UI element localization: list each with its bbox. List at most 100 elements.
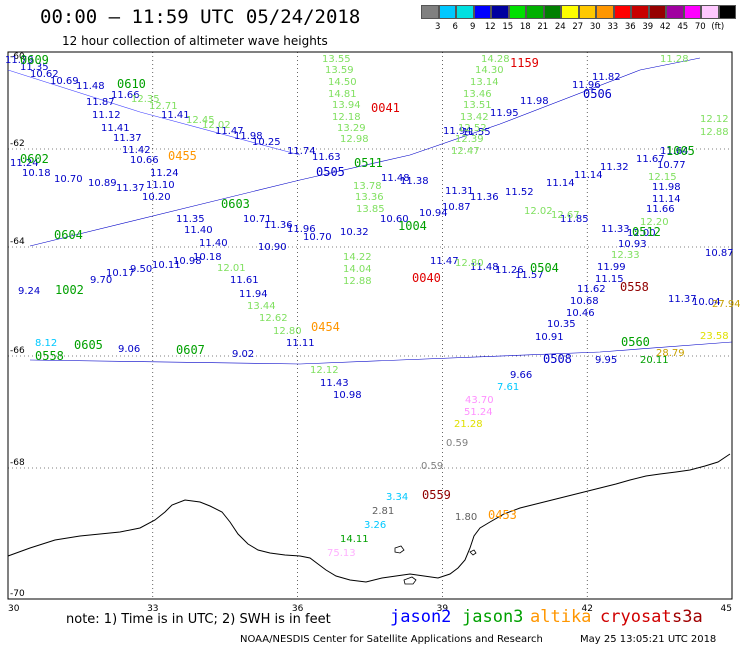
wave-height-value: 11.99 xyxy=(597,262,626,273)
scale-label: 33 xyxy=(607,22,619,32)
wave-height-value: 11.40 xyxy=(199,238,228,249)
wave-height-value: 11.63 xyxy=(312,152,341,163)
wave-height-value: 11.42 xyxy=(122,145,151,156)
wave-height-value: 10.90 xyxy=(258,242,287,253)
wave-height-value: 10.62 xyxy=(30,69,59,80)
wave-height-value: 51.24 xyxy=(464,407,493,418)
wave-height-value: 13.36 xyxy=(355,192,384,203)
wave-height-value: 11.40 xyxy=(184,225,213,236)
wave-height-value: 11.36 xyxy=(470,192,499,203)
wave-height-value: 11.31 xyxy=(445,186,474,197)
pass-time-label: 0511 xyxy=(354,156,383,170)
scale-swatch xyxy=(596,5,614,19)
wave-height-value: 10.91 xyxy=(535,332,564,343)
wave-height-value: 11.48 xyxy=(470,262,499,273)
wave-height-value: 11.24 xyxy=(150,168,179,179)
wave-height-value: 11.24 xyxy=(10,158,39,169)
scale-label: 21 xyxy=(537,22,549,32)
lat-tick-label: -66 xyxy=(10,346,25,356)
wave-height-value: 12.67 xyxy=(551,210,580,221)
wave-height-value: 11.82 xyxy=(592,72,621,83)
wave-height-value: 9.24 xyxy=(18,286,40,297)
pass-time-label: 0041 xyxy=(371,101,400,115)
lon-tick-label: 36 xyxy=(292,604,304,614)
wave-height-value: 10.77 xyxy=(657,160,686,171)
lon-tick-label: 33 xyxy=(147,604,158,614)
pass-time-label: 1002 xyxy=(55,283,84,297)
wave-height-value: 12.20 xyxy=(640,217,669,228)
scale-swatch xyxy=(421,5,439,19)
scale-label: 9 xyxy=(470,22,476,32)
wave-height-value: 12.12 xyxy=(310,365,339,376)
pass-time-label: 0609 xyxy=(20,53,49,67)
wave-height-value: 11.98 xyxy=(520,96,549,107)
wave-height-value: 14.28 xyxy=(481,54,510,65)
wave-height-value: 12.33 xyxy=(611,250,640,261)
wave-height-value: 10.66 xyxy=(130,155,159,166)
satellite-tracks xyxy=(7,57,733,365)
wave-height-value: 13.55 xyxy=(322,54,351,65)
lat-tick-label: -64 xyxy=(10,237,25,247)
wave-height-value: 11.98 xyxy=(234,131,263,142)
wave-height-value: 12.02 xyxy=(202,120,231,131)
lon-tick-label: 45 xyxy=(721,604,732,614)
pass-time-label: 1005 xyxy=(666,144,695,158)
lon-tick-label: 39 xyxy=(437,604,449,614)
pass-time-label: 0610 xyxy=(117,77,146,91)
wave-height-value: 11.15 xyxy=(595,274,624,285)
wave-height-value: 8.12 xyxy=(35,338,57,349)
pass-time-label: 0040 xyxy=(412,271,441,285)
wave-height-value: 43.70 xyxy=(465,395,494,406)
pass-time-label: 0558 xyxy=(620,280,649,294)
wave-height-value: 11.79 xyxy=(5,55,34,66)
wave-height-value: 11.37 xyxy=(113,133,142,144)
footnote: note: 1) Time is in UTC; 2) SWH is in fe… xyxy=(66,612,331,627)
wave-height-value: 3.34 xyxy=(386,492,408,503)
wave-height-value: 10.71 xyxy=(243,214,272,225)
pass-time-label: 1004 xyxy=(398,219,427,233)
credit-line: NOAA/NESDIS Center for Satellite Applica… xyxy=(240,634,543,645)
wave-height-value: 11.28 xyxy=(660,54,689,65)
wave-height-value: 10.18 xyxy=(193,252,222,263)
scale-swatch xyxy=(473,5,491,19)
wave-height-value: 11.41 xyxy=(101,123,130,134)
wave-height-value: 11.98 xyxy=(652,182,681,193)
wave-height-value: 9.95 xyxy=(595,355,617,366)
wave-height-value: 9.50 xyxy=(130,264,152,275)
wave-height-value: 10.18 xyxy=(22,168,51,179)
scale-label: 15 xyxy=(502,22,514,32)
scale-swatch xyxy=(613,5,631,19)
wave-height-value: 13.29 xyxy=(337,123,366,134)
wave-height-value: 11.47 xyxy=(215,126,244,137)
map-grid xyxy=(8,52,732,599)
wave-height-value: 13.59 xyxy=(325,65,354,76)
wave-height-value: 11.11 xyxy=(286,338,315,349)
wave-height-value: 11.96 xyxy=(287,224,316,235)
wave-height-value: 12.62 xyxy=(259,313,288,324)
wave-height-value: 10.70 xyxy=(303,232,332,243)
wave-height-value: 12.80 xyxy=(455,258,484,269)
scale-label: 27 xyxy=(572,22,584,32)
pass-time-label: 0560 xyxy=(621,335,650,349)
wave-height-value: 12.52 xyxy=(458,123,487,134)
wave-height-value: 10.11 xyxy=(152,260,181,271)
wave-height-value: 10.70 xyxy=(54,174,83,185)
scale-label: 39 xyxy=(642,22,654,32)
wave-height-value: 10.46 xyxy=(566,308,595,319)
wave-height-value: 10.98 xyxy=(173,256,202,267)
wave-height-value: 12.12 xyxy=(700,114,729,125)
wave-height-value: 11.96 xyxy=(572,80,601,91)
wave-height-value: 10.32 xyxy=(340,227,369,238)
wave-height-value: 13.78 xyxy=(353,181,382,192)
pass-ids: 0609 0610 0602 0603 0604 1002 0605 0607 0505 0511… xyxy=(20,53,695,522)
wave-height-value: 11.33 xyxy=(601,224,630,235)
map-frame xyxy=(7,51,733,600)
wave-height-value: 11.62 xyxy=(577,284,606,295)
wave-height-value: 11.64 xyxy=(660,146,689,157)
wave-height-value: 10.35 xyxy=(547,319,576,330)
wave-height-value: 27.94 xyxy=(712,299,740,310)
legend-altika: altika xyxy=(530,607,592,627)
page-subtitle: 12 hour collection of altimeter wave hei… xyxy=(62,34,328,48)
wave-height-value: 11.66 xyxy=(646,204,675,215)
lat-tick-label: -68 xyxy=(10,458,25,468)
